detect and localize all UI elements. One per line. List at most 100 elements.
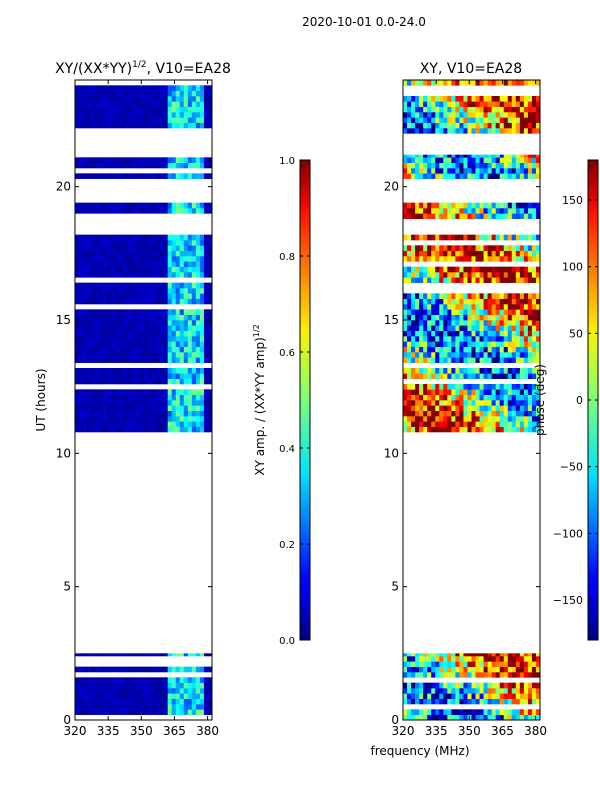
heatmap-cell — [195, 320, 201, 326]
heatmap-cell — [179, 250, 185, 257]
heatmap-cell — [483, 653, 489, 657]
heatmap-cell — [475, 325, 480, 331]
heatmap-cell — [127, 250, 132, 257]
amplitude-panel: XY/(XX*YY)1/2, V10=EA28 320 335 350 365 380 … — [34, 60, 231, 738]
heatmap-cell — [103, 704, 108, 710]
heatmap-cell — [527, 154, 533, 158]
heatmap-cell — [107, 698, 112, 705]
heatmap-cell — [459, 400, 464, 406]
colorbar-tick-label: 50 — [569, 327, 583, 340]
heatmap-cell — [175, 173, 181, 179]
heatmap-cell — [527, 101, 533, 107]
heatmap-cell — [439, 266, 444, 273]
heatmap-cell — [131, 112, 136, 118]
heatmap-cell — [439, 157, 444, 163]
heatmap-cell — [123, 421, 128, 427]
heatmap-cell — [123, 117, 128, 123]
heatmap-cell — [123, 309, 128, 315]
heatmap-cell — [91, 96, 96, 102]
heatmap-cell — [535, 202, 541, 209]
heatmap-cell — [187, 250, 193, 257]
amplitude-x-ticks: 320 335 350 365 380 — [64, 80, 219, 738]
heatmap-cell — [519, 293, 525, 299]
heatmap-cell — [459, 208, 464, 214]
heatmap-cell — [175, 314, 181, 321]
heatmap-cell — [423, 656, 428, 662]
heatmap-cell — [419, 682, 424, 689]
heatmap-cell — [143, 410, 148, 417]
heatmap-cell — [83, 410, 88, 417]
heatmap-cell — [167, 101, 173, 107]
heatmap-cell — [191, 245, 197, 251]
heatmap-cell — [411, 341, 416, 347]
heatmap-cell — [495, 309, 501, 315]
heatmap-cell — [467, 688, 472, 694]
heatmap-cell — [191, 698, 197, 705]
heatmap-cell — [171, 117, 177, 123]
heatmap-cell — [179, 282, 185, 289]
heatmap-cell — [451, 173, 456, 179]
heatmap-cell — [491, 400, 497, 406]
heatmap-cell — [79, 688, 84, 694]
heatmap-cell — [179, 96, 185, 102]
heatmap-cell — [155, 709, 161, 715]
heatmap-cell — [431, 346, 436, 353]
heatmap-cell — [95, 357, 100, 363]
heatmap-cell — [491, 421, 497, 427]
heatmap-cell — [511, 341, 517, 347]
heatmap-cell — [451, 714, 456, 721]
heatmap-cell — [155, 320, 161, 326]
heatmap-cell — [159, 426, 165, 433]
heatmap-cell — [171, 234, 177, 241]
heatmap-cell — [419, 101, 424, 107]
heatmap-cell — [519, 688, 525, 694]
heatmap-cell — [475, 373, 480, 379]
heatmap-cell — [119, 320, 124, 326]
heatmap-cell — [495, 709, 501, 715]
x-tick-label: 350 — [130, 724, 153, 738]
heatmap-cell — [135, 314, 140, 321]
heatmap-cell — [443, 368, 448, 374]
heatmap-cell — [107, 112, 112, 118]
heatmap-cell — [167, 389, 173, 395]
heatmap-cell — [191, 405, 197, 411]
heatmap-cell — [491, 426, 497, 433]
heatmap-cell — [463, 168, 468, 174]
heatmap-cell — [411, 168, 416, 174]
heatmap-cell — [403, 357, 408, 363]
heatmap-cell — [535, 168, 541, 174]
heatmap-cell — [527, 368, 533, 374]
heatmap-cell — [423, 661, 428, 667]
heatmap-cell — [119, 693, 124, 699]
heatmap-cell — [459, 330, 464, 337]
heatmap-cell — [151, 234, 156, 241]
heatmap-cell — [151, 325, 156, 331]
heatmap-cell — [179, 261, 185, 267]
heatmap-cell — [427, 416, 432, 422]
heatmap-cell — [511, 416, 517, 422]
heatmap-cell — [91, 272, 96, 278]
heatmap-cell — [487, 80, 493, 86]
heatmap-cell — [175, 426, 181, 433]
heatmap-cell — [207, 704, 213, 710]
heatmap-cell — [143, 90, 148, 97]
heatmap-cell — [147, 336, 152, 342]
heatmap-cell — [507, 173, 513, 179]
heatmap-cell — [99, 709, 104, 715]
heatmap-cell — [487, 122, 493, 129]
heatmap-cell — [207, 357, 213, 363]
heatmap-cell — [155, 373, 161, 379]
heatmap-cell — [527, 298, 533, 305]
heatmap-cell — [443, 661, 448, 667]
heatmap-cell — [451, 128, 456, 134]
heatmap-cell — [195, 426, 201, 433]
heatmap-cell — [527, 698, 533, 705]
heatmap-cell — [419, 202, 424, 209]
heatmap-cell — [187, 314, 193, 321]
heatmap-cell — [131, 330, 136, 337]
heatmap-cell — [463, 346, 468, 353]
heatmap-cell — [419, 266, 424, 273]
heatmap-cell — [115, 208, 120, 214]
heatmap-cell — [515, 202, 521, 209]
heatmap-cell — [203, 400, 209, 406]
